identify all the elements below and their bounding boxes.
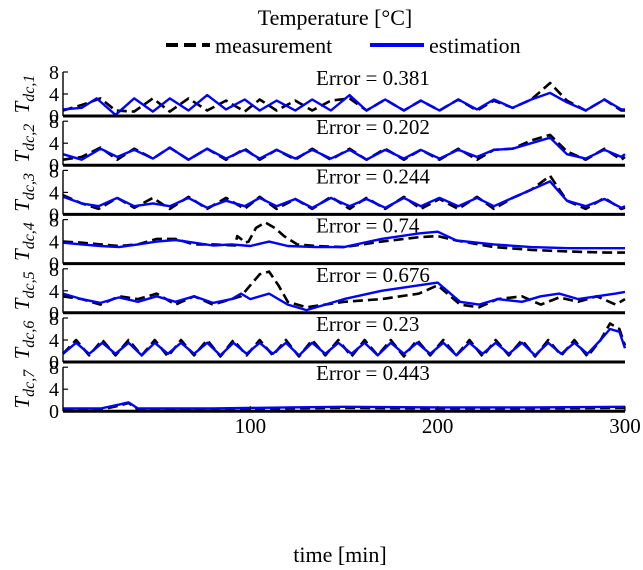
panel-1-estimation-line xyxy=(62,91,625,117)
panel-4: 048 Error = 0.74 Tdc,4 xyxy=(10,210,625,276)
panel-5-ytick-label-4: 4 xyxy=(49,281,59,303)
x-tick-label-100: 100 xyxy=(235,414,267,438)
legend: measurement estimation xyxy=(166,33,521,58)
panel-3-estimation-line xyxy=(62,180,626,209)
panel-2-estimation-line xyxy=(62,136,626,161)
panel-7-error-annotation: Error = 0.443 xyxy=(316,361,430,385)
panel-6-ytick-label-4: 4 xyxy=(49,330,59,352)
panel-2: 048 Error = 0.202 Tdc,2 xyxy=(10,111,626,177)
panel-3-ylabel-main: T xyxy=(10,199,34,212)
panel-5-ylabel-main: T xyxy=(10,297,34,310)
panel-7-ylabel: Tdc,7 xyxy=(10,369,38,409)
panel-6-ytick-label-8: 8 xyxy=(49,308,59,330)
panel-7-ytick-label-4: 4 xyxy=(49,379,59,401)
panel-6-ylabel-main: T xyxy=(10,346,34,359)
panel-5-error-annotation: Error = 0.676 xyxy=(316,263,430,287)
panel-2-ylabel: Tdc,2 xyxy=(10,124,38,163)
panel-1-ylabel: Tdc,1 xyxy=(10,75,38,114)
panel-5-ylabel: Tdc,5 xyxy=(10,271,38,310)
panel-3-ytick-label-8: 8 xyxy=(49,160,59,182)
panel-1-measurement-line xyxy=(62,81,625,113)
panel-4-ytick-label-4: 4 xyxy=(49,232,59,254)
x-tick-label-200: 200 xyxy=(422,414,454,438)
panel-1-ylabel-main: T xyxy=(10,100,34,113)
panel-6-ytick-label-0: 0 xyxy=(49,352,59,374)
panel-7-ytick-label-8: 8 xyxy=(49,357,59,379)
panel-1-ytick-label-0: 0 xyxy=(49,106,59,128)
panel-4-ylabel-main: T xyxy=(10,248,34,261)
panel-7: 048 Error = 0.443 Tdc,7 xyxy=(10,357,626,423)
panel-2-ytick-label-4: 4 xyxy=(49,133,59,155)
panel-6-ylabel-sub: dc,6 xyxy=(21,321,38,348)
panel-5-ylabel-sub: dc,5 xyxy=(21,271,38,298)
x-axis-label: time [min] xyxy=(293,542,386,567)
panel-4-ylabel-sub: dc,4 xyxy=(21,222,38,249)
panel-6-estimation-line xyxy=(62,327,627,357)
panel-2-error-annotation: Error = 0.202 xyxy=(316,115,430,139)
legend-estimation-label: estimation xyxy=(429,33,521,58)
panel-6-error-annotation: Error = 0.23 xyxy=(316,312,419,336)
panel-5-measurement-line xyxy=(62,270,626,309)
panel-3-ytick-label-4: 4 xyxy=(49,182,59,204)
chart-title: Temperature [°C] xyxy=(258,5,412,30)
panel-4-ytick-label-0: 0 xyxy=(49,254,59,276)
legend-measurement-label: measurement xyxy=(215,33,332,58)
panel-2-ytick-label-8: 8 xyxy=(49,111,59,133)
x-axis: 100 200 300 xyxy=(235,406,641,438)
panel-4-ylabel: Tdc,4 xyxy=(10,222,38,261)
panel-1-error-annotation: Error = 0.381 xyxy=(316,66,430,90)
panel-1-ytick-label-4: 4 xyxy=(49,84,59,106)
panel-4-ytick-label-8: 8 xyxy=(49,210,59,232)
panel-4-error-annotation: Error = 0.74 xyxy=(316,214,420,238)
panel-1: 048 Error = 0.381 Tdc,1 xyxy=(10,62,625,128)
panel-3: 048 Error = 0.244 Tdc,3 xyxy=(10,160,626,226)
panel-5-ytick-label-0: 0 xyxy=(49,303,59,325)
panel-3-ytick-label-0: 0 xyxy=(49,204,59,226)
panel-5-ytick-label-8: 8 xyxy=(49,259,59,281)
x-tick-label-300: 300 xyxy=(609,414,641,438)
panel-1-ytick-label-8: 8 xyxy=(49,62,59,84)
panel-2-ylabel-sub: dc,2 xyxy=(21,124,38,151)
panel-6: 048 Error = 0.23 Tdc,6 xyxy=(10,308,627,374)
panel-3-measurement-line xyxy=(62,174,626,211)
panel-2-ylabel-main: T xyxy=(10,150,34,163)
panel-7-estimation-line xyxy=(63,401,626,410)
panel-2-ytick-label-0: 0 xyxy=(49,155,59,177)
panel-5: 048 Error = 0.676 Tdc,5 xyxy=(10,259,626,325)
panel-5-estimation-line xyxy=(62,281,626,312)
panel-3-ylabel: Tdc,3 xyxy=(10,173,38,212)
panel-7-ylabel-sub: dc,7 xyxy=(21,369,38,397)
panel-6-ylabel: Tdc,6 xyxy=(10,321,38,360)
panel-3-error-annotation: Error = 0.244 xyxy=(316,164,430,188)
panel-3-ylabel-sub: dc,3 xyxy=(21,173,38,200)
panel-1-ylabel-sub: dc,1 xyxy=(21,75,38,102)
panel-7-ylabel-main: T xyxy=(10,396,34,409)
panel-7-ytick-label-0: 0 xyxy=(49,401,59,423)
panel-4-estimation-line xyxy=(62,230,625,250)
